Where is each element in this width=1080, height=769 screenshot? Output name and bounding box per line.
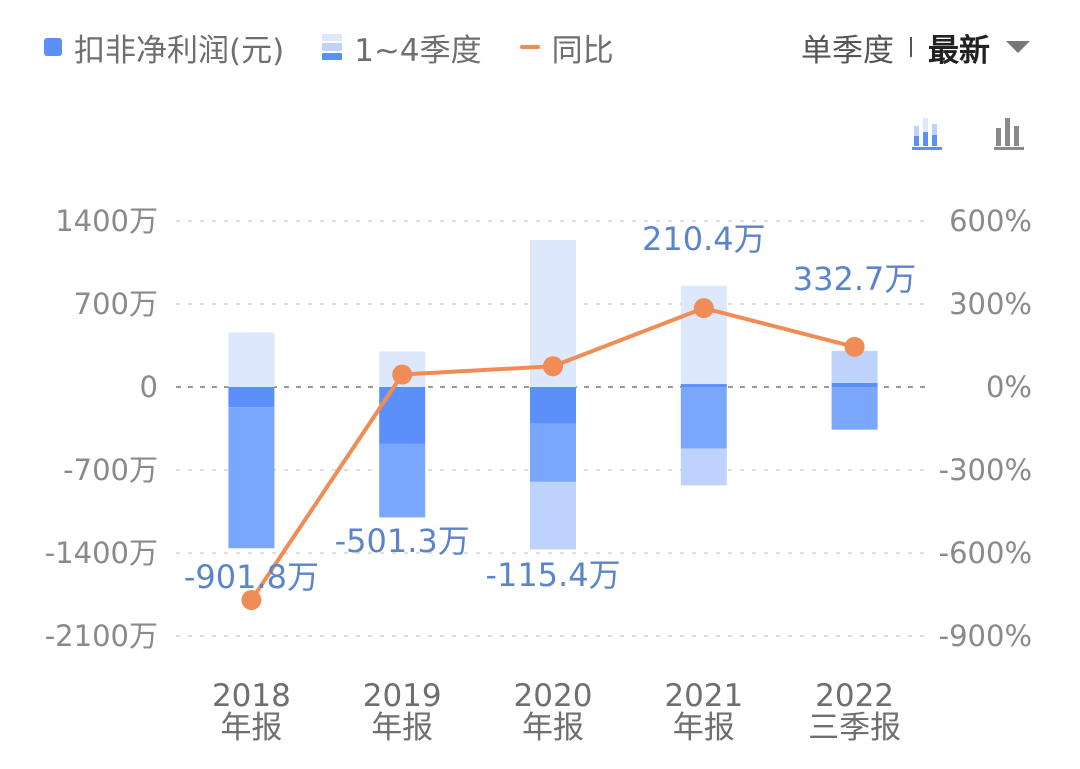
bars [228,239,878,550]
legend-net-profit[interactable]: 扣非净利润(元) [44,25,284,70]
yoy-point[interactable] [543,356,563,377]
x-tick-label: 2022 [815,678,894,714]
x-tick-label: 年报 [371,710,433,746]
total-data-label: -501.3万 [335,522,470,560]
single-quarter-toggle[interactable]: 单季度 [801,32,894,69]
legend-quarters-label: 1~4季度 [354,32,482,69]
y-left-tick-label: 0 [140,370,158,404]
labels: 1400万 700万 0 -700万 -1400万 -2100万 600% 300% 0% -30… [45,204,1032,746]
y-right-tick-label: -600% [939,536,1032,570]
yoy-swatch-icon [519,45,540,49]
y-left-tick-label: -700万 [63,453,158,487]
y-left-tick-label: 700万 [74,287,158,321]
yoy-point[interactable] [392,364,413,385]
x-tick-label: 年报 [522,710,584,746]
total-data-label: 210.4万 [642,220,766,258]
legend-net-profit-label: 扣非净利润(元) [74,32,285,69]
y-left-tick-label: -1400万 [45,536,158,570]
yoy-point[interactable] [241,590,262,611]
bar-chart-icon[interactable] [994,118,1024,150]
x-tick-label: 2021 [664,678,743,714]
yoy-line [241,298,865,611]
net-profit-swatch-icon [44,38,62,56]
y-right-tick-label: 300% [949,287,1032,321]
yoy-point[interactable] [693,298,714,319]
legend: 扣非净利润(元) 1~4季度 同比 [44,22,652,72]
quarter-bar-segment[interactable] [831,382,878,387]
quarter-bar-segment[interactable] [228,407,275,549]
total-data-label: -115.4万 [485,556,620,594]
x-tick-label: 年报 [673,710,735,746]
total-data-label: 332.7万 [793,260,917,298]
quarters-swatch-icon [322,34,343,60]
quarter-bar-segment[interactable] [831,387,878,430]
divider [910,37,912,57]
y-left-tick-label: -2100万 [45,619,158,653]
yoy-point[interactable] [844,336,865,357]
period-controls: 单季度 最新 [801,22,1030,72]
y-right-tick-label: -300% [939,453,1032,487]
legend-yoy-label: 同比 [551,32,614,69]
stacked-bar-chart-icon[interactable] [912,118,942,150]
quarter-bar-segment[interactable] [530,423,576,482]
quarter-bar-segment[interactable] [530,387,576,424]
y-right-tick-label: 600% [949,204,1032,238]
legend-yoy[interactable]: 同比 [519,25,614,70]
latest-dropdown[interactable]: 最新 [928,32,990,69]
x-tick-label: 2018 [212,678,291,714]
quarter-bar-segment[interactable] [379,443,426,518]
chevron-down-icon[interactable] [1006,41,1030,53]
quarter-bar-segment[interactable] [228,387,275,408]
x-tick-label: 2020 [514,678,593,714]
quarter-bar-segment[interactable] [680,387,727,449]
y-right-tick-label: 0% [986,370,1032,404]
x-tick-label: 三季报 [808,710,901,746]
x-tick-label: 年报 [220,710,282,746]
y-left-tick-label: 1400万 [55,204,158,238]
y-right-tick-label: -900% [939,619,1032,653]
total-data-label: -901.8万 [184,558,319,596]
quarter-bar-segment[interactable] [228,332,275,387]
quarter-bar-segment[interactable] [680,384,727,387]
quarter-bar-segment[interactable] [680,448,727,486]
x-tick-label: 2019 [363,678,442,714]
quarter-bar-segment[interactable] [530,481,576,550]
legend-quarters[interactable]: 1~4季度 [322,25,482,70]
